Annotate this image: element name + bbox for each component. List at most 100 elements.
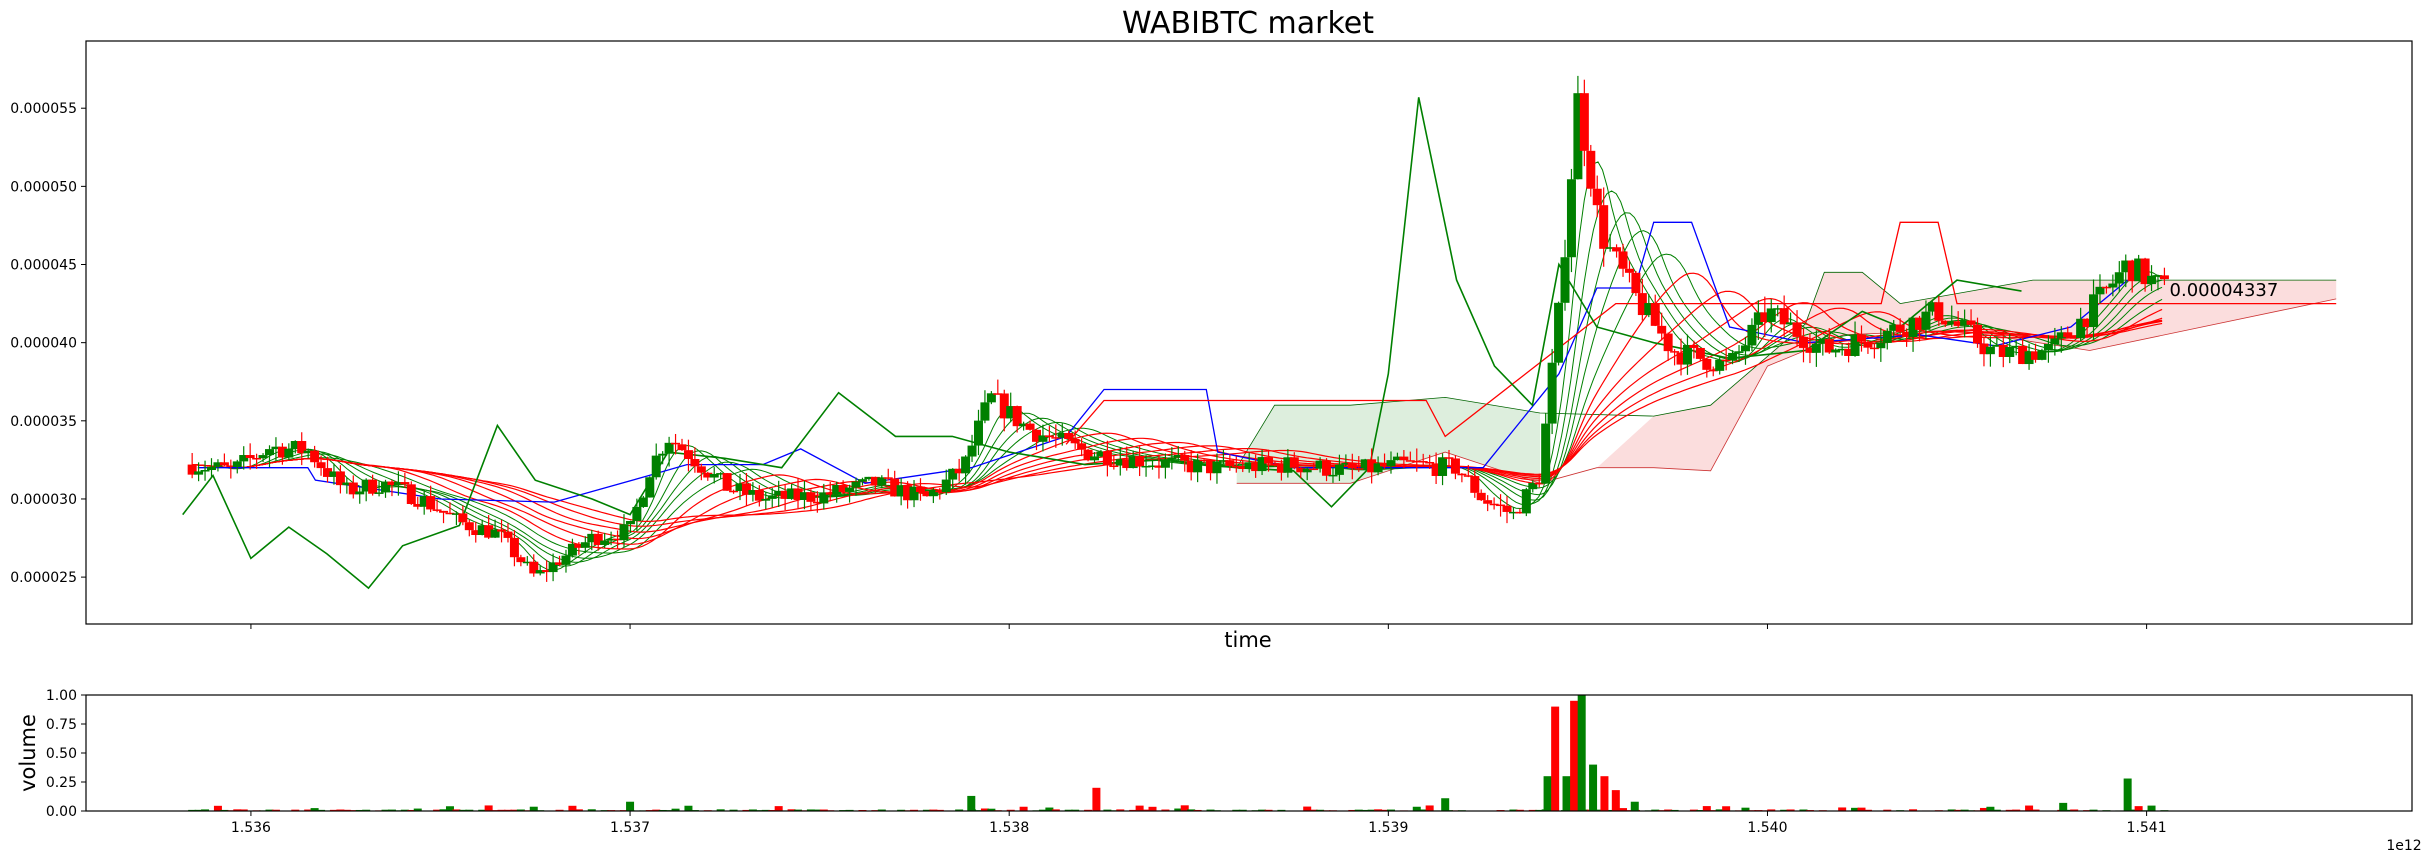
volume-bar [233, 809, 242, 811]
volume-bar [291, 809, 300, 811]
volume-bar [1419, 809, 1428, 811]
volume-bar [1180, 805, 1189, 811]
candle-body [812, 501, 822, 504]
candle-body [1386, 460, 1396, 467]
volume-bar [265, 809, 274, 811]
candle-body [239, 455, 249, 462]
volume-bar [1038, 809, 1047, 811]
candle-body [845, 487, 855, 492]
volume-bar [1441, 798, 1450, 811]
volume-bar [510, 809, 519, 811]
volume-bar [1593, 809, 1602, 811]
volume-bar [2025, 805, 2034, 811]
candle-body [1122, 459, 1132, 469]
candle-body [355, 491, 365, 495]
candle-body [1740, 345, 1750, 352]
candle-body [2121, 260, 2131, 273]
volume-x-tick-label: 1.541 [2127, 820, 2167, 836]
candle-body [1760, 312, 1770, 323]
volume-bar [967, 795, 976, 811]
candle-body [529, 561, 539, 574]
candle-body [1547, 362, 1557, 424]
candle-body [245, 455, 255, 458]
volume-bar [774, 806, 783, 811]
candle-body [2089, 294, 2099, 328]
volume-bar [1116, 809, 1125, 811]
candle-body [1031, 429, 1041, 442]
candle-body [1908, 317, 1918, 338]
candle-body [1599, 205, 1609, 249]
candle-body [503, 531, 513, 538]
candle-body [1566, 179, 1576, 258]
candle-body [1921, 311, 1931, 330]
volume-bar [1316, 809, 1325, 811]
candle-body [1231, 465, 1241, 468]
candle-body [1096, 451, 1106, 457]
candle-body [1115, 459, 1125, 466]
candle-body [297, 440, 307, 454]
candle-body [567, 543, 577, 556]
price-y-tick-label: 0.000055 [10, 101, 77, 117]
candle-body [1715, 359, 1725, 371]
candle-body [1367, 459, 1377, 473]
volume-x-tick-label: 1.540 [1747, 820, 1787, 836]
volume-bar [1148, 806, 1157, 811]
x-offset-label: 1e12 [2386, 838, 2421, 854]
volume-bar [201, 809, 210, 811]
candle-body [1006, 406, 1016, 419]
candle-body [806, 492, 816, 502]
candle-body [368, 479, 378, 494]
candle-body [1889, 324, 1899, 331]
kijun-line-blue [197, 221, 2129, 503]
candle-body [1090, 456, 1100, 461]
candle-body [709, 473, 719, 478]
candle-body [799, 492, 809, 500]
candle-body [1508, 511, 1518, 514]
candle-body [870, 476, 880, 486]
volume-plot-frame [85, 694, 2413, 812]
volume-bar [336, 809, 345, 811]
candle-body [735, 483, 745, 491]
candle-body [1863, 341, 1873, 348]
candle-body [1844, 348, 1854, 356]
candle-body [658, 453, 668, 456]
ma-line-red [192, 307, 2163, 527]
candle-body [761, 498, 771, 501]
candle-body [1264, 457, 1274, 464]
candle-body [516, 557, 526, 563]
ma-line-red [192, 311, 2163, 523]
candle-body [1682, 344, 1692, 365]
candle-body [1612, 247, 1622, 252]
ma-line-red [192, 290, 2163, 545]
candle-body [1334, 464, 1344, 475]
ma-line-red [192, 302, 2163, 533]
candle-body [2069, 337, 2079, 339]
candle-body [323, 468, 333, 477]
candle-body [1399, 456, 1409, 461]
candle-body [1057, 432, 1067, 438]
candle-body [1792, 322, 1802, 337]
volume-bar [529, 806, 538, 811]
candle-body [1998, 344, 2008, 357]
candle-body [2101, 286, 2111, 289]
volume-bar [819, 809, 828, 811]
ema-line-green [192, 230, 2163, 559]
candle-body [484, 525, 494, 538]
candle-body [310, 450, 320, 463]
volume-bar [1767, 809, 1776, 811]
candle-body [1283, 457, 1293, 473]
candle-body [477, 525, 487, 536]
candle-body [1753, 312, 1763, 325]
candle-body [690, 458, 700, 467]
candle-body [1876, 342, 1886, 349]
candle-body [651, 455, 661, 478]
volume-bar [1799, 809, 1808, 811]
candle-body [864, 476, 874, 480]
volume-bar [1303, 806, 1312, 811]
candle-body [471, 530, 481, 536]
candle-body [1322, 460, 1332, 476]
volume-x-tick-label: 1.539 [1368, 820, 1408, 836]
candle-body [2031, 351, 2041, 360]
candle-body [555, 562, 565, 565]
candle-body [883, 477, 893, 479]
